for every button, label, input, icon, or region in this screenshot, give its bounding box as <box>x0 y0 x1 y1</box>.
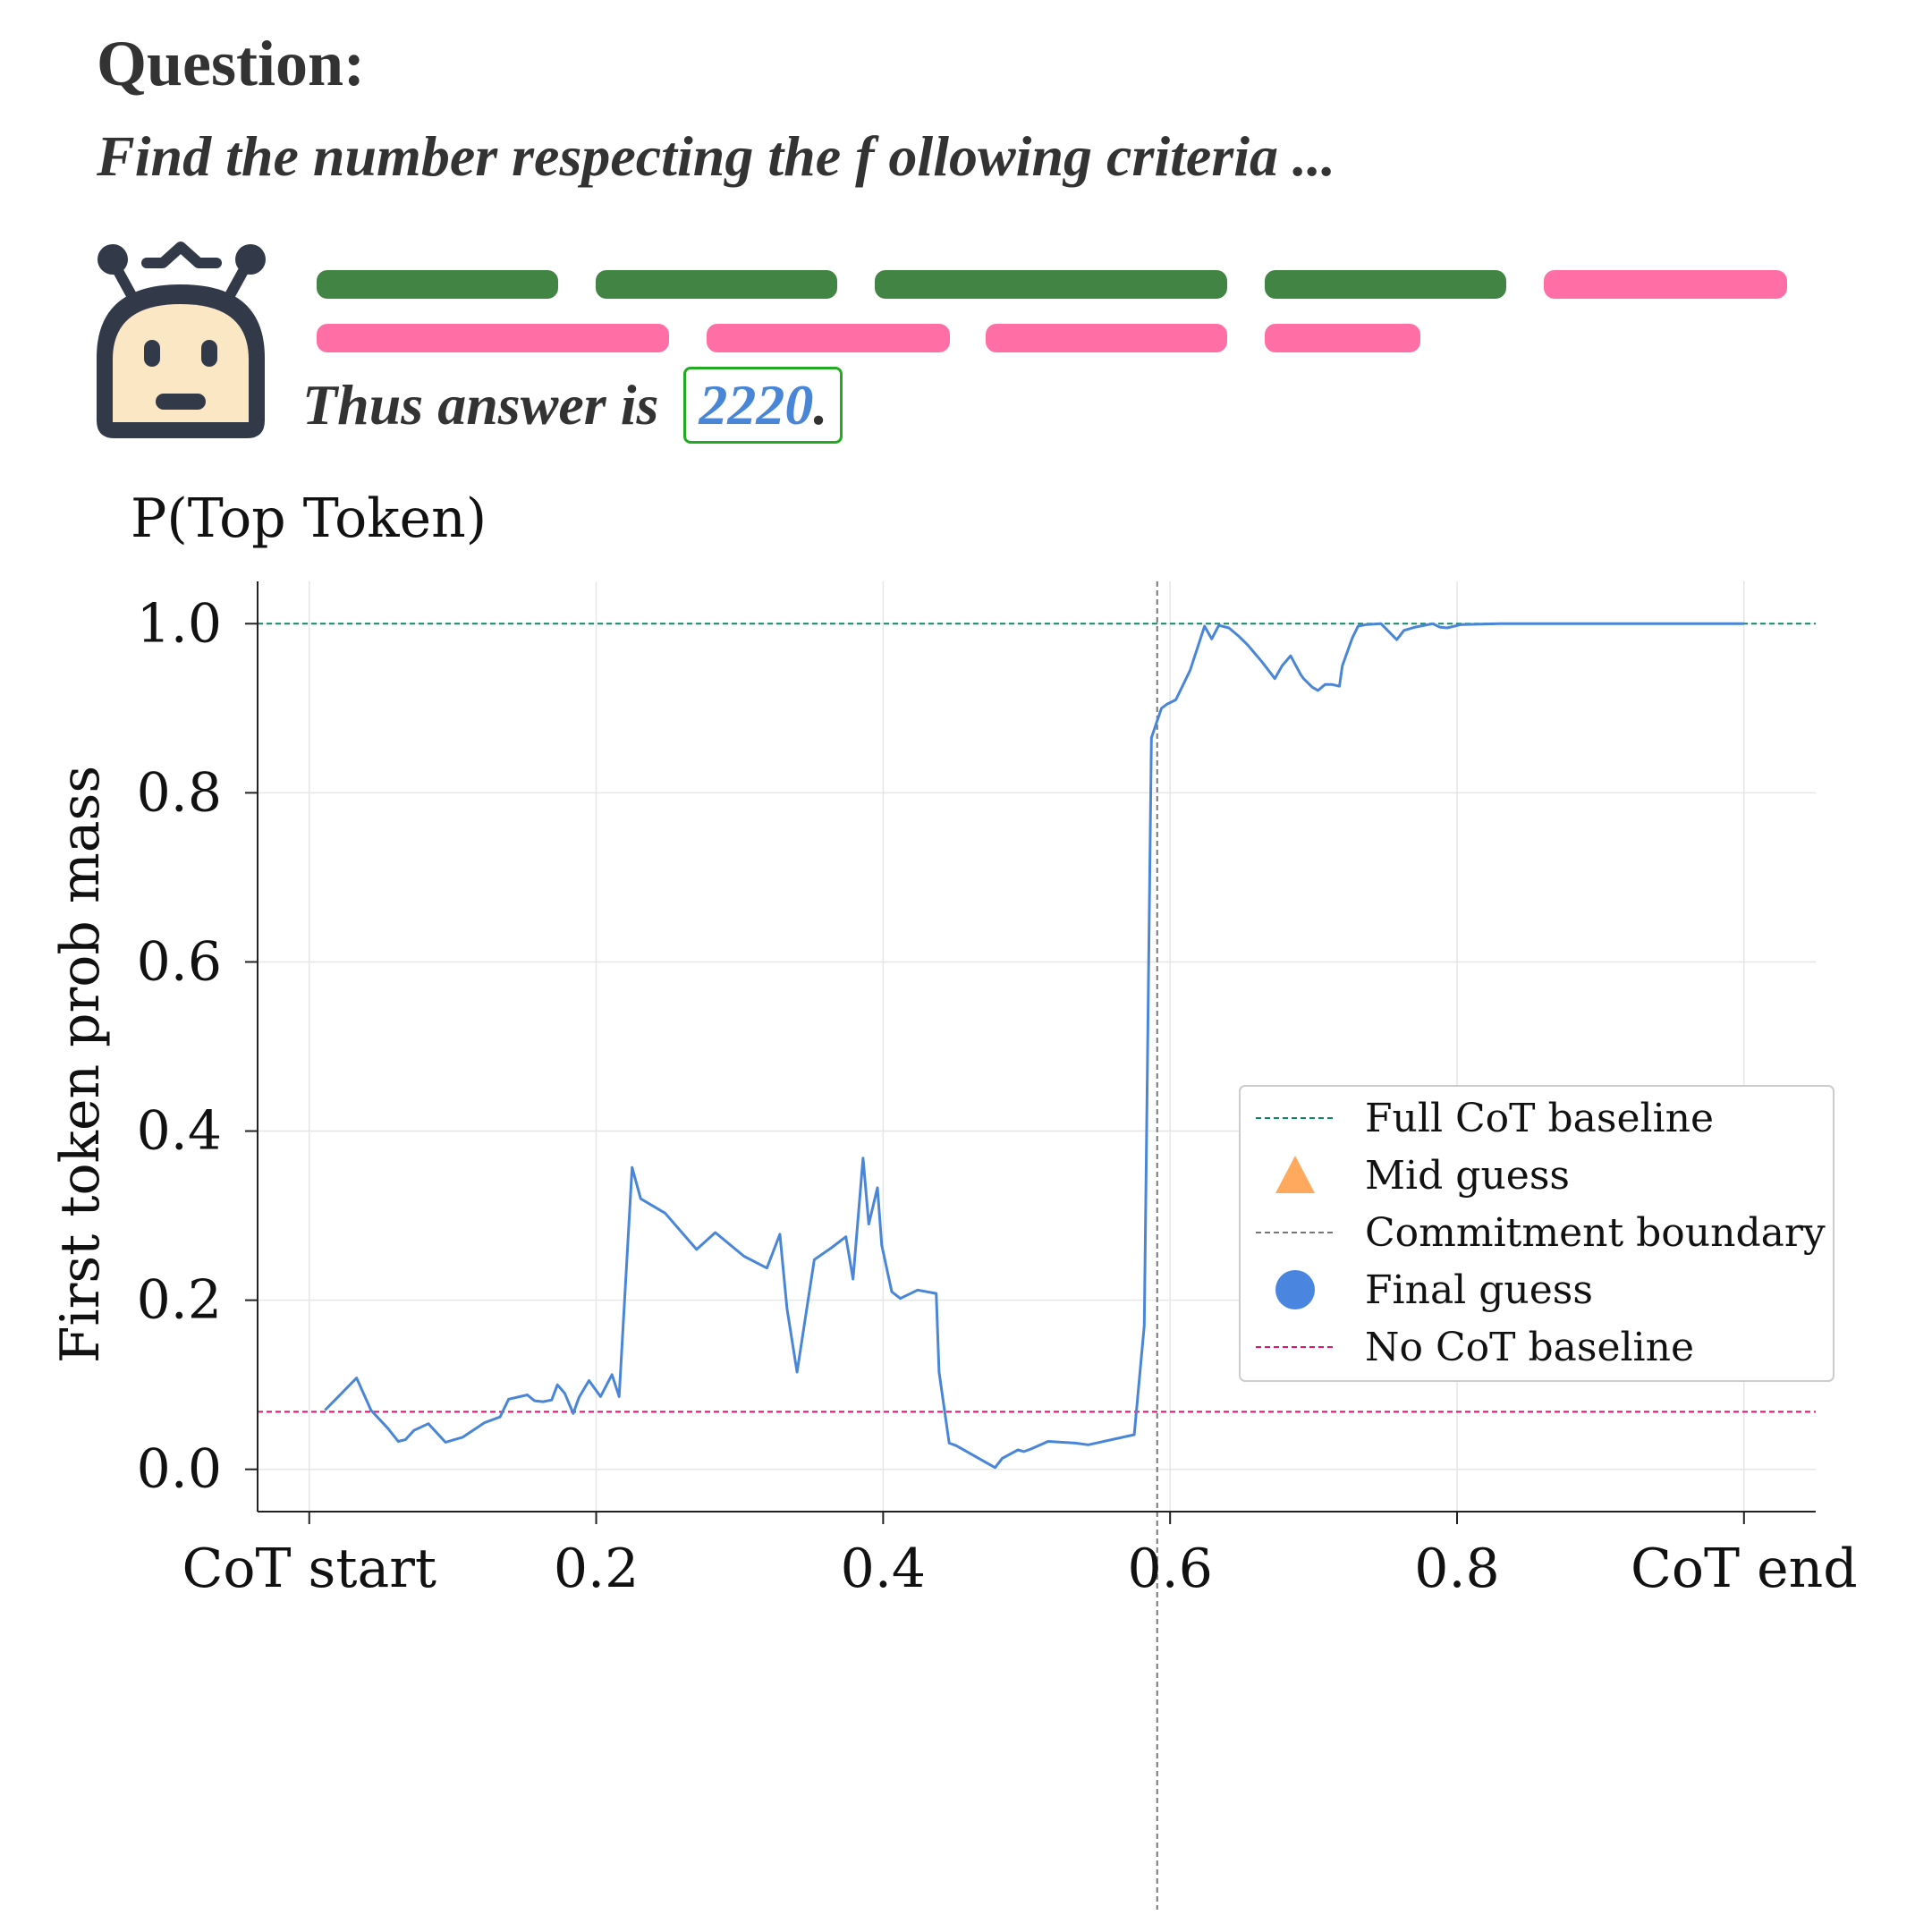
y-tick-label: 0.0 <box>137 1438 222 1501</box>
legend-mid-guess-swatch <box>1275 1156 1315 1193</box>
legend-full-cot-baseline-label: Full CoT baseline <box>1365 1096 1714 1141</box>
answer-box: 2220. <box>683 367 843 444</box>
y-tick-label: 1.0 <box>137 592 222 655</box>
legend-mid-guess: Mid guess <box>1275 1153 1570 1199</box>
question-text: Find the number respecting the f ollowin… <box>97 124 1335 188</box>
x-tick-label: 0.8 <box>1414 1538 1499 1600</box>
legend-commitment-boundary: Commitment boundary <box>1256 1210 1826 1256</box>
legend-no-cot-baseline: No CoT baseline <box>1256 1325 1694 1370</box>
legend: Full CoT baseline Mid guess Commitment bou… <box>1239 1085 1835 1382</box>
y-tick-label: 0.8 <box>137 761 222 824</box>
answer-suffix: . <box>813 373 828 436</box>
legend-commitment-boundary-label: Commitment boundary <box>1365 1210 1826 1256</box>
legend-box <box>1239 1085 1835 1382</box>
legend-final-guess-label: Final guess <box>1365 1267 1593 1313</box>
x-tick-label: 0.2 <box>554 1538 639 1600</box>
y-axis-label: First token prob mass <box>49 766 112 1363</box>
answer-line: Thus answer is 2220. <box>302 367 843 444</box>
chart-title: P(Top Token) <box>131 487 487 550</box>
series <box>324 622 1744 1470</box>
legend-final-guess: Final guess <box>1275 1267 1593 1313</box>
question-title: Question: <box>97 28 366 99</box>
answer-value: 2220 <box>699 373 814 436</box>
answer-prefix: Thus answer is <box>302 373 659 436</box>
y-tick-label: 0.6 <box>137 930 222 993</box>
y-tick-label: 0.2 <box>137 1269 222 1332</box>
x-tick-label: 0.4 <box>841 1538 926 1600</box>
legend-mid-guess-label: Mid guess <box>1365 1153 1570 1199</box>
probability-series-line <box>324 622 1744 1470</box>
y-tick-label: 0.4 <box>137 1100 222 1163</box>
robot-icon <box>97 242 266 438</box>
legend-no-cot-baseline-label: No CoT baseline <box>1365 1325 1694 1370</box>
legend-final-guess-swatch <box>1275 1270 1315 1309</box>
axes: 0.0 0.2 0.4 0.6 0.8 1.0 CoT start 0.2 0.4 0.6 0.8 C… <box>137 581 1858 1600</box>
legend-full-cot-baseline: Full CoT baseline <box>1256 1096 1714 1141</box>
x-tick-label: CoT start <box>182 1538 436 1600</box>
x-tick-label: CoT end <box>1631 1538 1858 1600</box>
x-tick-label: 0.6 <box>1127 1538 1212 1600</box>
